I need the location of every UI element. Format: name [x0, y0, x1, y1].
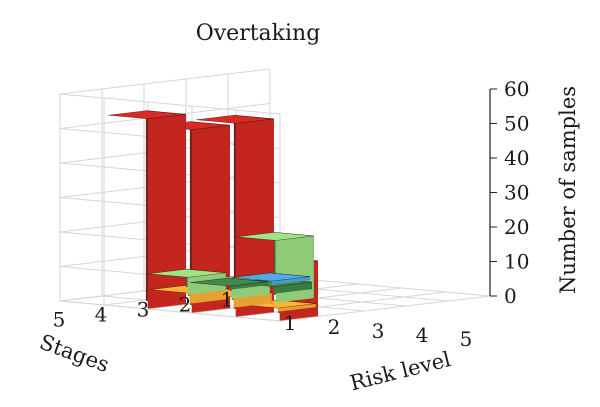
z-tick-label-4: 40: [504, 146, 529, 170]
grid-line-floor-x-1: [235, 291, 447, 318]
y-tick-label-2: 3: [137, 298, 150, 322]
z-axis-title: Number of samples: [556, 86, 580, 294]
grid-line-floor-y-5: [59, 300, 281, 322]
x-tick-label-4: 5: [460, 327, 473, 351]
z-tick-label-5: 50: [504, 112, 529, 136]
grid-line-side-z-6: [59, 68, 271, 95]
bar-r1-s1-top: [232, 272, 310, 282]
x-tick-label-2: 3: [372, 319, 385, 343]
bar-r1-s3-top: [148, 269, 226, 278]
chart-labels: Overtaking Number of samples Risk level …: [36, 21, 580, 395]
bar-r2-s5-front: [147, 114, 186, 309]
z-tick-label-3: 30: [504, 181, 529, 205]
chart-title: Overtaking: [196, 21, 321, 46]
x-tick-label-3: 4: [416, 323, 429, 347]
bar-r3-s3-top: [236, 232, 314, 241]
x-tick-label-1: 2: [328, 315, 341, 339]
bar-r2-s5-top: [108, 110, 186, 119]
z-tick-label-0: 0: [504, 284, 517, 308]
bar-r1-s2-top: [190, 277, 268, 287]
y-tick-label-1: 2: [179, 293, 192, 317]
z-tick-label-1: 10: [504, 250, 529, 274]
z-tick-label-2: 20: [504, 215, 529, 239]
x-tick-label-0: 1: [284, 311, 297, 335]
bar-r4-s5-top: [196, 115, 274, 124]
grid-line-floor-x-0: [279, 295, 491, 322]
y-tick-label-0: 1: [221, 288, 234, 312]
grid-line-back-z-6: [59, 93, 281, 115]
x-axis-title: Risk level: [348, 347, 454, 395]
y-tick-label-3: 4: [95, 303, 108, 327]
z-tick-label-6: 60: [504, 77, 529, 101]
y-axis-title: Stages: [36, 330, 112, 377]
y-tick-label-4: 5: [53, 308, 66, 332]
chart-bars: [108, 110, 318, 321]
